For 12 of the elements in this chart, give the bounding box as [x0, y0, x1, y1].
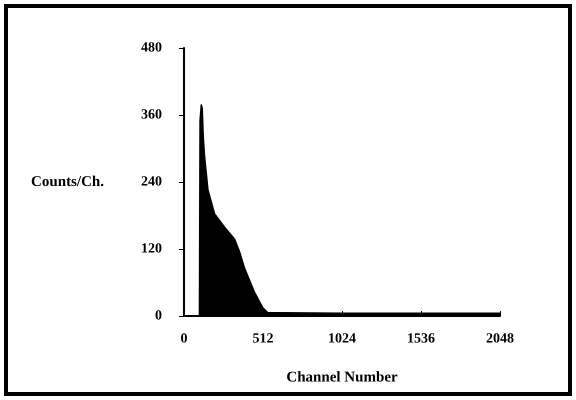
x-axis-title: Channel Number: [286, 370, 398, 386]
y-axis-title: Counts/Ch.: [31, 174, 104, 190]
y-tick-label: 240: [141, 174, 162, 190]
x-tick-label: 1024: [328, 332, 356, 346]
y-tick-label: 120: [141, 242, 162, 256]
x-tick-label: 0: [180, 332, 188, 346]
y-tick-label: 360: [141, 108, 162, 122]
x-tick-label: 512: [252, 332, 274, 346]
y-tick-label: 480: [141, 40, 162, 56]
x-tick-label: 2048: [486, 332, 514, 346]
x-tick-label: 1536: [407, 332, 435, 346]
y-tick-label: 0: [155, 308, 162, 324]
